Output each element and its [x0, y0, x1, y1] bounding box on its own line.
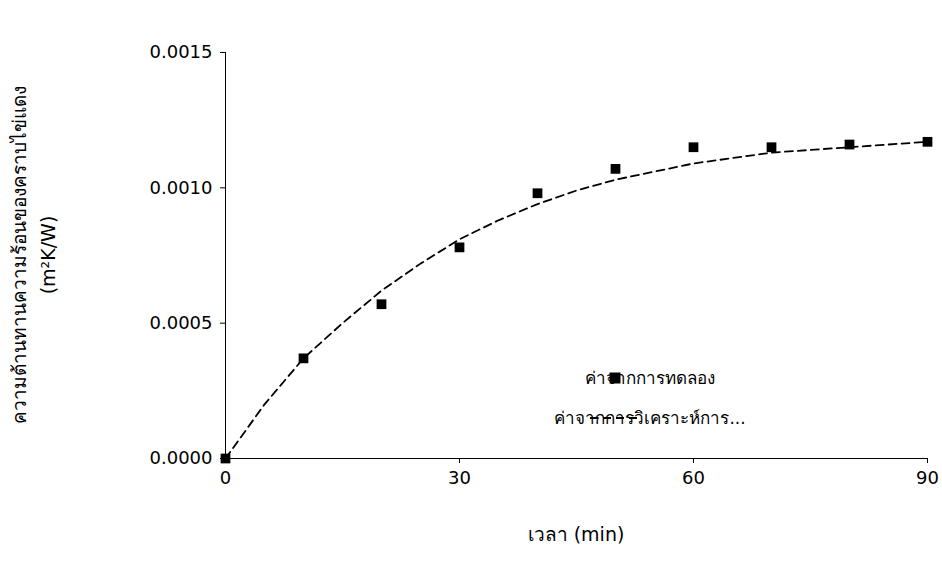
svg-text:0.0015: 0.0015 — [150, 41, 213, 62]
svg-text:60: 60 — [682, 467, 705, 488]
svg-text:เวลา (min): เวลา (min) — [528, 523, 625, 545]
svg-text:0.0005: 0.0005 — [150, 312, 213, 333]
svg-text:0: 0 — [220, 467, 231, 488]
svg-text:30: 30 — [448, 467, 471, 488]
svg-text:0.0010: 0.0010 — [150, 177, 213, 198]
svg-text:ค่าจากการวิเคราะห์การ...: ค่าจากการวิเคราะห์การ... — [554, 408, 745, 428]
svg-text:0.0000: 0.0000 — [150, 447, 213, 468]
svg-text:ค่าจากการทดลอง: ค่าจากการทดลอง — [585, 368, 715, 388]
svg-text:ความต้านทานความร้อนของคราบไข่แ: ความต้านทานความร้อนของคราบไข่แดง(m²K/W) — [8, 86, 59, 424]
svg-text:90: 90 — [916, 467, 939, 488]
